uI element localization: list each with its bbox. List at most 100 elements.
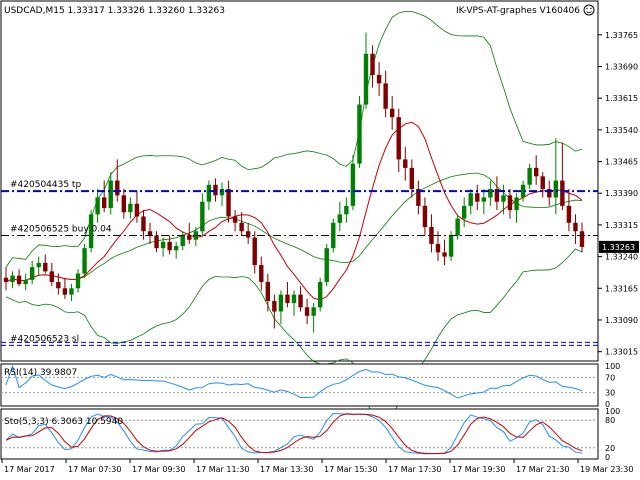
candle bbox=[56, 273, 61, 295]
order-line[interactable]: #420504435 tp bbox=[1, 180, 598, 193]
candle bbox=[141, 210, 146, 240]
moving-average-line bbox=[5, 121, 583, 301]
time-tick: 17 Mar 15:30 bbox=[324, 465, 377, 474]
candle bbox=[435, 231, 441, 261]
candle bbox=[416, 180, 421, 215]
current-price: 1.33263 bbox=[602, 243, 635, 252]
candle bbox=[547, 180, 552, 206]
band-upper bbox=[5, 10, 583, 268]
candle bbox=[298, 286, 303, 312]
time-tick: 17 Mar 21:30 bbox=[516, 465, 569, 474]
candle bbox=[62, 277, 68, 299]
candle bbox=[448, 231, 454, 261]
rsi-tick: 30 bbox=[605, 389, 615, 398]
candle bbox=[265, 273, 271, 312]
candle bbox=[553, 138, 559, 215]
order-line[interactable]: #420506525 buy 0.04 bbox=[1, 224, 598, 236]
candle bbox=[187, 222, 192, 244]
candle bbox=[344, 197, 349, 223]
candle bbox=[88, 210, 94, 253]
rsi-tick: 0 bbox=[605, 400, 610, 409]
price-tick: 1.33540 bbox=[605, 126, 638, 135]
band-lower bbox=[5, 248, 583, 420]
candle bbox=[134, 191, 140, 223]
candle bbox=[461, 197, 467, 228]
candle bbox=[396, 108, 401, 173]
time-tick: 17 Mar 07:30 bbox=[68, 465, 121, 474]
candle bbox=[226, 180, 231, 223]
stoch-signal bbox=[5, 413, 583, 455]
candle bbox=[311, 303, 316, 333]
candle bbox=[579, 222, 585, 253]
candle bbox=[455, 214, 460, 240]
bollinger-bands bbox=[5, 10, 583, 420]
candle bbox=[337, 201, 343, 232]
candle bbox=[468, 189, 473, 215]
candle bbox=[252, 231, 257, 274]
candle bbox=[278, 290, 284, 325]
stoch-main bbox=[5, 412, 583, 455]
candle bbox=[403, 146, 408, 181]
candle bbox=[383, 70, 388, 118]
price-tick: 1.33390 bbox=[605, 189, 638, 198]
candle bbox=[389, 96, 395, 130]
candle bbox=[115, 159, 120, 202]
candle bbox=[317, 277, 323, 312]
candle bbox=[108, 172, 113, 215]
time-tick: 17 Mar 09:30 bbox=[132, 465, 185, 474]
candle bbox=[180, 231, 185, 251]
rsi-series bbox=[5, 364, 583, 399]
candle bbox=[239, 212, 244, 236]
order-lines[interactable]: #420504435 tp #420506525 buy 0.04 #4205065… bbox=[1, 180, 598, 346]
symbol-line: USDCAD,M15 1.33317 1.33326 1.33260 1.332… bbox=[4, 6, 225, 16]
stoch-label: Sto(5,3,3) 6.3063 10.5940 bbox=[4, 417, 123, 427]
candle bbox=[75, 269, 81, 293]
time-tick: 17 Mar 11:30 bbox=[196, 465, 249, 474]
candle bbox=[167, 235, 172, 255]
order-label: #420506525 buy 0.04 bbox=[10, 224, 112, 234]
price-tick: 1.33015 bbox=[605, 348, 638, 357]
candle bbox=[566, 189, 572, 232]
ma-line bbox=[5, 121, 583, 301]
candle bbox=[363, 32, 369, 109]
candle bbox=[520, 180, 526, 202]
stoch-tick: 80 bbox=[605, 416, 615, 425]
order-line[interactable]: #420506523 sl bbox=[1, 334, 598, 346]
price-tick: 1.33240 bbox=[605, 253, 638, 262]
candle bbox=[442, 239, 447, 266]
candle bbox=[213, 178, 218, 202]
candle bbox=[128, 197, 133, 219]
candle bbox=[527, 163, 532, 189]
rsi-tick: 70 bbox=[605, 373, 615, 382]
price-tick: 1.33315 bbox=[605, 221, 638, 230]
stoch-panel[interactable] bbox=[0, 408, 599, 460]
candle bbox=[3, 267, 9, 291]
candle bbox=[154, 231, 159, 253]
price-tick: 1.33165 bbox=[605, 284, 638, 293]
candle bbox=[488, 180, 493, 206]
price-tick: 1.33690 bbox=[605, 62, 638, 71]
candle bbox=[285, 281, 290, 308]
candle bbox=[29, 260, 35, 285]
candle bbox=[507, 189, 513, 219]
candle bbox=[49, 262, 55, 287]
candle bbox=[422, 197, 428, 236]
candle bbox=[173, 241, 179, 259]
order-label: #420506523 sl bbox=[10, 334, 79, 344]
candle bbox=[200, 193, 205, 236]
time-tick: 17 Mar 17:30 bbox=[388, 465, 441, 474]
price-axis: 1.33765 1.33690 1.33615 1.33540 1.33465 1.333… bbox=[598, 31, 639, 357]
candle bbox=[245, 222, 251, 244]
rsi-panel[interactable] bbox=[0, 363, 599, 407]
time-tick: 17 Mar 19:30 bbox=[452, 465, 505, 474]
stoch-tick: 0 bbox=[605, 453, 610, 462]
candle bbox=[533, 155, 539, 185]
candle bbox=[481, 189, 487, 215]
candle bbox=[10, 271, 15, 289]
candle bbox=[350, 155, 356, 211]
candle bbox=[560, 142, 565, 211]
candle bbox=[259, 256, 264, 291]
time-axis: 17 Mar 2017 17 Mar 07:30 17 Mar 09:30 17 Ma… bbox=[1, 459, 633, 474]
stoch-tick: 20 bbox=[605, 444, 615, 453]
